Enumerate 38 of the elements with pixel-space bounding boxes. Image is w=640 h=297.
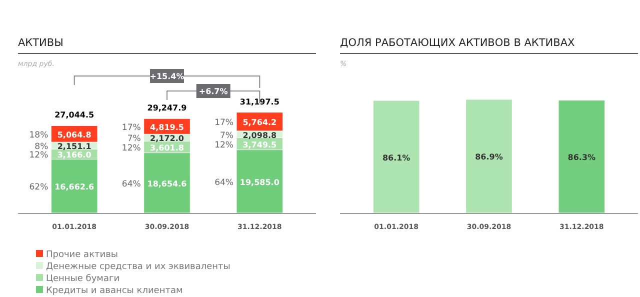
data-label: 4,819.5 bbox=[150, 122, 184, 132]
annotation: 18% bbox=[29, 130, 48, 140]
data-label: 3,166.0 bbox=[57, 150, 92, 160]
data-label: 86.3% bbox=[568, 153, 596, 162]
annotation: 64% bbox=[122, 179, 141, 190]
data-label: 86.9% bbox=[475, 152, 503, 162]
legend-label: Кредиты и авансы клиентам bbox=[46, 286, 183, 296]
total-label: 31,197.5 bbox=[240, 97, 280, 106]
data-label: 2,098.8 bbox=[242, 130, 278, 140]
text: +6.7% bbox=[198, 87, 228, 96]
data-label: 86.1% bbox=[382, 153, 410, 162]
text: +15.4% bbox=[150, 72, 184, 81]
annotation: 8% bbox=[34, 142, 48, 152]
data-label: 18,654.6 bbox=[147, 179, 188, 188]
annotation: 17% bbox=[214, 118, 234, 128]
data-label: 3,749.5 bbox=[242, 140, 278, 150]
data-label: 19,585.0 bbox=[240, 178, 280, 187]
annotation: 17% bbox=[122, 122, 141, 133]
chart-title: ДОЛЯ РАБОТАЮЩИХ АКТИВОВ В АКТИВАХ bbox=[340, 37, 575, 49]
legend-label: Ценные бумаги bbox=[46, 274, 120, 284]
annotation: 62% bbox=[29, 182, 48, 193]
legend-label: Денежные средства и их эквиваленты bbox=[46, 262, 230, 272]
data-label: 2,151.1 bbox=[57, 142, 92, 152]
annotation: 12% bbox=[122, 143, 141, 154]
annotation: 7% bbox=[220, 130, 234, 141]
legend-label: Прочие активы bbox=[46, 250, 118, 260]
data-label: 3,601.8 bbox=[150, 143, 184, 152]
data-label: 16,662.6 bbox=[54, 182, 94, 192]
chart-title: АКТИВЫ bbox=[18, 37, 64, 49]
annotation: 12% bbox=[29, 150, 48, 161]
annotation: 7% bbox=[127, 134, 141, 144]
total-label: 27,044.5 bbox=[54, 110, 94, 120]
annotation: 12% bbox=[214, 140, 234, 150]
annotation: 64% bbox=[214, 178, 234, 188]
data-label: 5,064.8 bbox=[57, 130, 92, 140]
total-label: 29,247.9 bbox=[147, 104, 188, 113]
data-label: 5,764.2 bbox=[242, 118, 277, 128]
data-label: 2,172.0 bbox=[150, 134, 184, 144]
